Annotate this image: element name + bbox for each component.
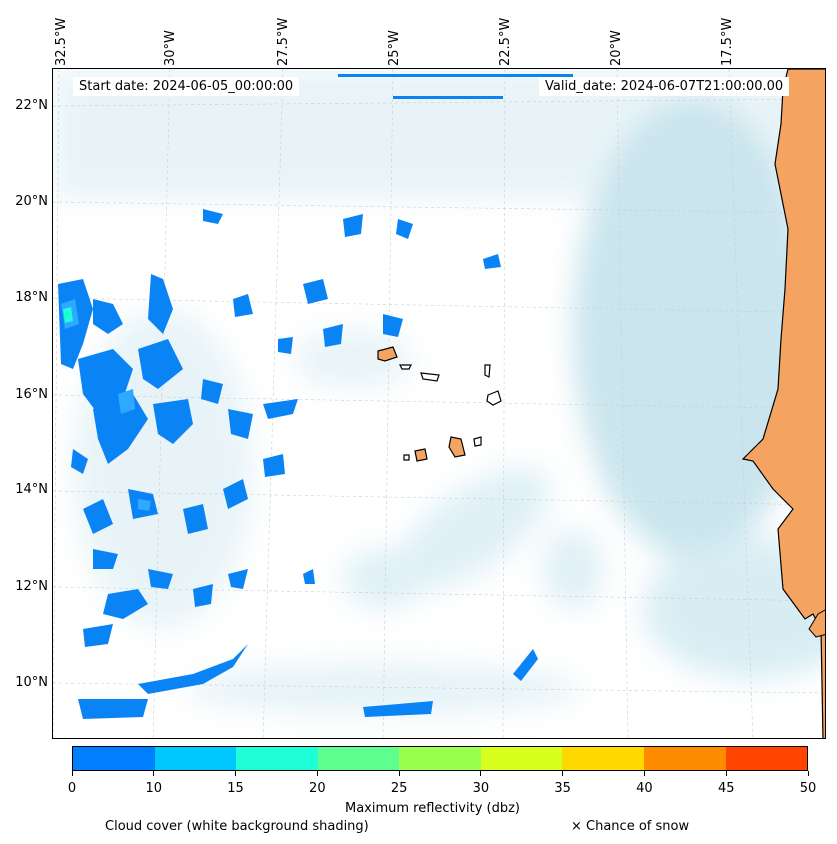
colorbar-tick-label: 45 xyxy=(717,781,735,796)
lat-label-18n: 18°N xyxy=(15,290,48,305)
africa-coast xyxy=(741,69,825,738)
colorbar-tick-label: 35 xyxy=(554,781,571,796)
lon-label-20w: 20°W xyxy=(609,30,624,66)
island-santiago xyxy=(448,436,466,458)
colorbar-tick xyxy=(235,771,237,776)
colorbar-segment xyxy=(480,747,563,770)
island-fogo xyxy=(414,448,428,462)
colorbar-tick xyxy=(725,771,727,776)
gridlines xyxy=(53,69,825,738)
island-sao-nicolau xyxy=(420,372,440,382)
colorbar-tick xyxy=(153,771,155,776)
cape-verde-islands xyxy=(377,346,502,462)
colorbar-tick xyxy=(807,771,809,776)
colorbar-tick xyxy=(398,771,400,776)
lat-label-16n: 16°N xyxy=(15,387,48,402)
lon-label-22-5w: 22.5°W xyxy=(498,17,513,66)
cloud-cover-legend: Cloud cover (white background shading) xyxy=(105,819,369,834)
africa-land xyxy=(741,69,825,738)
lon-label-17-5w: 17.5°W xyxy=(720,17,735,66)
reflectivity-colorbar xyxy=(72,746,808,771)
colorbar-tick-label: 25 xyxy=(390,781,408,796)
lat-label-12n: 12°N xyxy=(15,579,48,594)
lon-label-32-5w: 32.5°W xyxy=(54,17,69,66)
valid-date-label: Valid_date: 2024-06-07T21:00:00.00 xyxy=(539,77,790,96)
colorbar-segment xyxy=(643,747,726,770)
colorbar-segment xyxy=(73,747,155,770)
lat-label-10n: 10°N xyxy=(15,675,48,690)
colorbar-tick-label: 0 xyxy=(67,781,77,796)
colorbar-segment xyxy=(317,747,400,770)
colorbar-tick-label: 15 xyxy=(227,781,244,796)
colorbar-tick-label: 50 xyxy=(799,781,817,796)
map-panel[interactable]: Start date: 2024-06-05_00:00:00 Valid_da… xyxy=(52,68,826,739)
map-canvas xyxy=(53,69,825,738)
reflectivity-cells-peak xyxy=(63,307,73,323)
island-sal xyxy=(484,364,491,378)
lat-label-20n: 20°N xyxy=(15,194,48,209)
island-maio xyxy=(473,436,482,447)
island-brava xyxy=(403,454,410,461)
colorbar-segment xyxy=(154,747,237,770)
reflectivity-cells xyxy=(58,74,573,719)
colorbar-tick xyxy=(480,771,482,776)
colorbar-tick-label: 20 xyxy=(309,781,326,796)
lon-label-25w: 25°W xyxy=(387,30,402,66)
lat-label-22n: 22°N xyxy=(15,98,48,113)
cloud-cover-shading xyxy=(53,69,825,714)
colorbar-tick-label: 30 xyxy=(472,781,490,796)
colorbar-tick xyxy=(643,771,645,776)
start-date-label: Start date: 2024-06-05_00:00:00 xyxy=(73,77,300,96)
island-santo-antao xyxy=(377,346,398,362)
colorbar-segment xyxy=(236,747,318,770)
colorbar-tick-label: 40 xyxy=(636,781,653,796)
colorbar-segment xyxy=(562,747,644,770)
lon-label-27-5w: 27.5°W xyxy=(276,17,291,66)
island-sao-vicente xyxy=(399,364,412,370)
colorbar-tick xyxy=(562,771,564,776)
colorbar-tick xyxy=(71,771,73,776)
island-boa-vista xyxy=(486,390,502,406)
lat-label-14n: 14°N xyxy=(15,482,48,497)
lon-label-30w: 30°W xyxy=(163,30,178,66)
colorbar-tick xyxy=(316,771,318,776)
colorbar-segment xyxy=(399,747,481,770)
colorbar-segment xyxy=(725,747,808,770)
colorbar-label: Maximum reflectivity (dbz) xyxy=(345,801,520,816)
colorbar-tick-label: 10 xyxy=(145,781,163,796)
snow-legend: × Chance of snow xyxy=(571,819,690,834)
